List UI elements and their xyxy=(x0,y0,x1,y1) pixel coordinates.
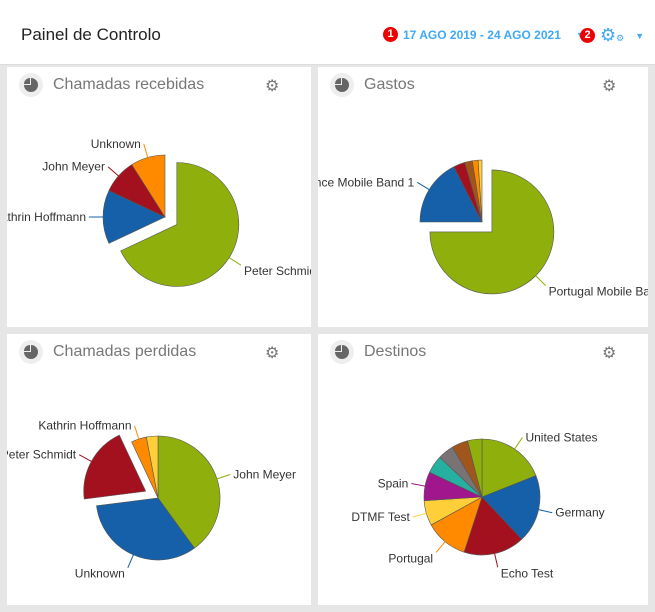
slice-label: Echo Test xyxy=(501,566,554,580)
pie-chart: United States Germany Echo Test Portugal DTM… xyxy=(351,430,604,580)
slice-label: Unknown xyxy=(91,137,141,151)
pie-slice[interactable] xyxy=(131,154,166,219)
widget-settings-icon[interactable]: ⚙ xyxy=(265,345,280,362)
page-title: Painel de Controlo xyxy=(21,25,161,44)
pie-slice[interactable] xyxy=(481,438,537,498)
pie-chart-icon xyxy=(330,73,354,97)
widget-panel: Chamadas recebidas ⚙ Peter Schmidt Kathrin … xyxy=(7,67,311,327)
slice-label: John Meyer xyxy=(42,160,105,174)
slice-label: John Meyer xyxy=(233,468,296,482)
widget-panel: Chamadas perdidas ⚙ John Meyer Unknown Peter… xyxy=(7,334,311,605)
widget-title: Chamadas recebidas xyxy=(53,76,205,93)
label-connector xyxy=(216,474,231,480)
dashboard-header: Painel de Controlo 1 17 AGO 2019 - 24 AG… xyxy=(0,0,655,65)
widget-panel: Destinos ⚙ United States Germany Echo Test Po… xyxy=(318,334,648,605)
badge-1: 1 xyxy=(383,27,398,42)
label-connector xyxy=(228,257,242,266)
slice-label: Kathrin Hoffmann xyxy=(38,419,131,433)
label-connector xyxy=(127,554,134,568)
pie-slice[interactable] xyxy=(429,169,555,295)
widget-settings-icon[interactable]: ⚙ xyxy=(265,78,280,95)
label-connector xyxy=(514,437,523,450)
pie-slice[interactable] xyxy=(481,475,541,540)
pie-slice[interactable] xyxy=(467,438,483,498)
pie-chart: Portugal Mobile Band 1 France Mobile Band… xyxy=(318,159,648,299)
pie-slice[interactable] xyxy=(146,435,159,499)
pie-slice[interactable] xyxy=(477,159,483,223)
label-connector xyxy=(134,425,140,440)
label-connector xyxy=(78,454,92,462)
slice-label: Portugal xyxy=(388,551,433,565)
label-connector xyxy=(494,553,499,568)
slice-label: Peter Schmidt xyxy=(7,448,77,462)
widget-panel: Gastos ⚙ Portugal Mobile Band 1 France Mobi… xyxy=(318,67,648,327)
slice-label: Peter Schmidt xyxy=(244,264,311,278)
pie-chart: John Meyer Unknown Peter Schmidt Kathrin Ho… xyxy=(7,419,296,581)
slice-label: Spain xyxy=(378,477,409,491)
widget-title: Chamadas perdidas xyxy=(53,343,197,360)
widget-settings-icon[interactable]: ⚙ xyxy=(602,78,617,95)
pie-chart: Peter Schmidt Kathrin Hoffmann John Meyer U… xyxy=(7,137,311,287)
pie-slice[interactable] xyxy=(120,162,240,287)
slice-label: France Mobile Band 1 xyxy=(318,175,415,189)
settings-dropdown[interactable]: 2 ⚙⚙ ▼ xyxy=(580,25,644,46)
widget-title: Destinos xyxy=(364,343,427,360)
label-connector xyxy=(416,181,430,191)
label-connector xyxy=(412,512,427,518)
label-connector xyxy=(143,143,149,158)
label-connector xyxy=(535,275,546,286)
pie-chart-icon xyxy=(330,340,354,364)
pie-chart-icon xyxy=(19,340,43,364)
date-range-label: 17 AGO 2019 - 24 AGO 2021 xyxy=(403,27,561,42)
slice-label: Portugal Mobile Band 1 xyxy=(549,285,648,299)
slice-label: DTMF Test xyxy=(351,510,410,524)
pie-slice[interactable] xyxy=(102,190,166,244)
slice-label: Germany xyxy=(555,506,604,520)
gears-icon: ⚙⚙ xyxy=(600,25,625,45)
caret-down-icon: ▼ xyxy=(635,30,645,41)
widget-title: Gastos xyxy=(364,76,415,93)
slice-label: Unknown xyxy=(75,567,125,581)
label-connector xyxy=(435,541,446,553)
label-connector xyxy=(107,166,119,177)
label-connector xyxy=(538,509,553,514)
badge-2: 2 xyxy=(580,28,595,43)
pie-slice[interactable] xyxy=(463,496,523,556)
pie-chart-icon xyxy=(19,73,43,97)
date-range-picker[interactable]: 1 17 AGO 2019 - 24 AGO 2021 ▼ xyxy=(383,27,585,42)
slice-label: Kathrin Hoffmann xyxy=(7,210,86,224)
pie-slice[interactable] xyxy=(419,166,483,223)
label-connector xyxy=(411,483,426,487)
widget-settings-icon[interactable]: ⚙ xyxy=(602,345,617,362)
slice-label: United States xyxy=(525,430,597,444)
